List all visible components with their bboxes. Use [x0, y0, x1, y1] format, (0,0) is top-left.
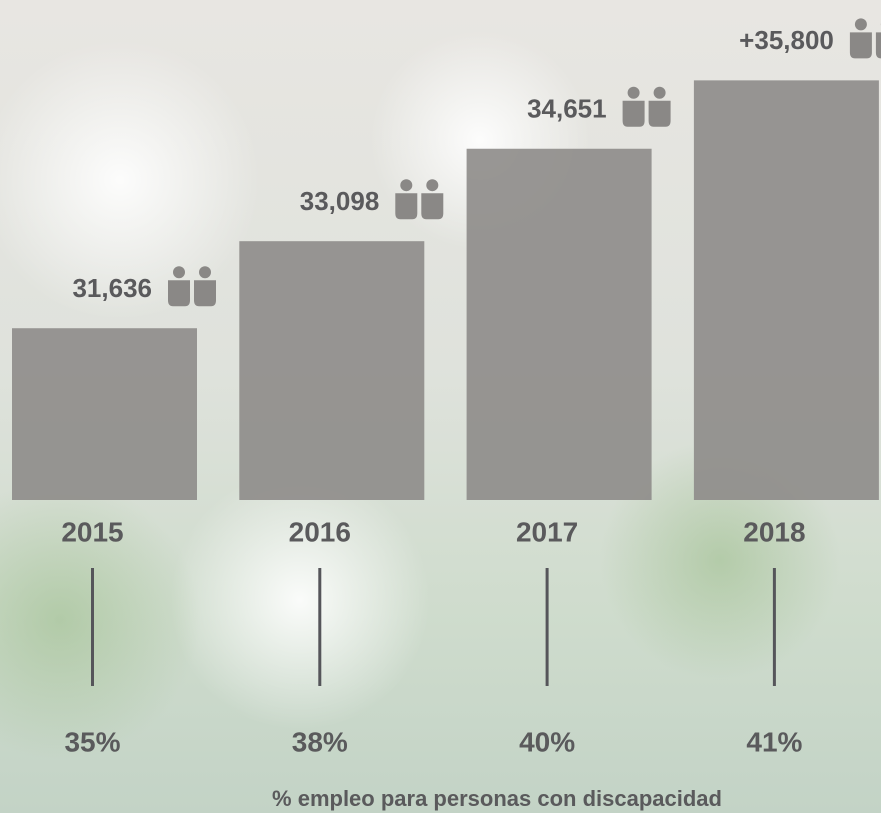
x-tick-label: 2018 [743, 516, 805, 547]
person-head [426, 179, 438, 191]
person-body [876, 32, 881, 58]
person-body [168, 280, 190, 306]
person-head [628, 87, 640, 99]
person-head [400, 179, 412, 191]
chart: % empleo para personas con discapacidad … [0, 0, 881, 813]
value-label: 31,636 [72, 273, 152, 303]
page: % empleo para personas con discapacidad … [0, 0, 881, 813]
percent-label: 41% [746, 726, 802, 757]
x-tick-label: 2017 [516, 516, 578, 547]
x-tick-label: 2016 [289, 516, 351, 547]
value-label: +35,800 [739, 25, 834, 55]
person-body [421, 193, 443, 219]
person-head [654, 87, 666, 99]
person-head [173, 266, 185, 278]
footnote: % empleo para personas con discapacidad [272, 786, 722, 811]
bar [467, 149, 652, 500]
person-body [395, 193, 417, 219]
percent-label: 35% [64, 726, 120, 757]
percent-label: 40% [519, 726, 575, 757]
person-body [194, 280, 216, 306]
person-head [199, 266, 211, 278]
x-tick-label: 2015 [61, 516, 123, 547]
value-label: 33,098 [300, 186, 380, 216]
person-body [649, 101, 671, 127]
percent-label: 38% [292, 726, 348, 757]
value-label: 34,651 [527, 94, 607, 124]
person-body [623, 101, 645, 127]
bar [694, 80, 879, 500]
person-body [850, 32, 872, 58]
bar [12, 328, 197, 500]
bar [239, 241, 424, 500]
person-head [855, 18, 867, 30]
background-light [170, 470, 430, 730]
